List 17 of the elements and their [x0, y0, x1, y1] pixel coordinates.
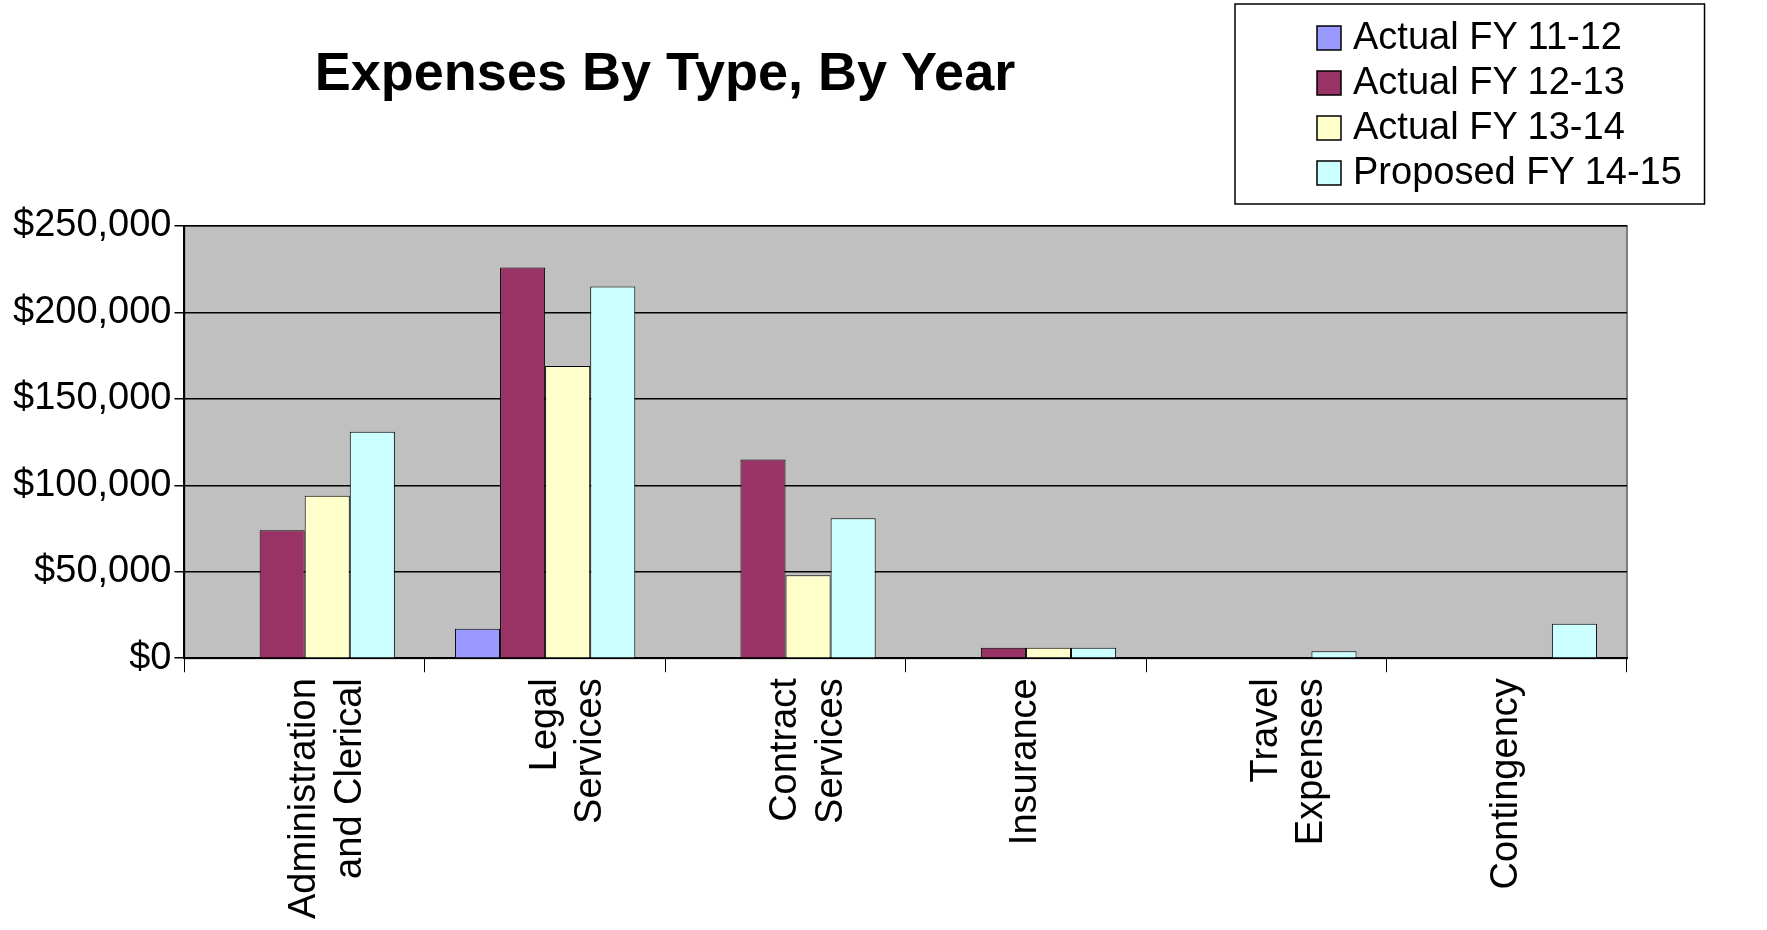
y-tick-label: $50,000 — [34, 548, 172, 591]
x-tick-label: Contract Services — [762, 677, 850, 824]
y-tick-label: $200,000 — [12, 288, 172, 331]
y-tick-label: $0 — [129, 634, 172, 677]
y-tick-label: $250,000 — [12, 202, 172, 245]
y-tick-label: $150,000 — [12, 375, 172, 418]
y-tick-label: $100,000 — [12, 461, 172, 504]
x-tick-label: Insurance — [1002, 678, 1045, 846]
x-tick-label: Administration and Clerical — [281, 678, 369, 919]
x-tick-label: Travel Expenses — [1242, 678, 1331, 846]
legend-label: Actual FY 13-14 — [1353, 105, 1625, 148]
chart-title: Expenses By Type, By Year — [313, 40, 1017, 102]
x-tick-label: Contingency — [1483, 678, 1526, 890]
x-tick-label: Legal Services — [521, 678, 610, 824]
legend-label: Actual FY 11-12 — [1353, 15, 1622, 58]
legend-label: Actual FY 12-13 — [1353, 60, 1625, 103]
legend-label: Proposed FY 14-15 — [1353, 150, 1682, 193]
